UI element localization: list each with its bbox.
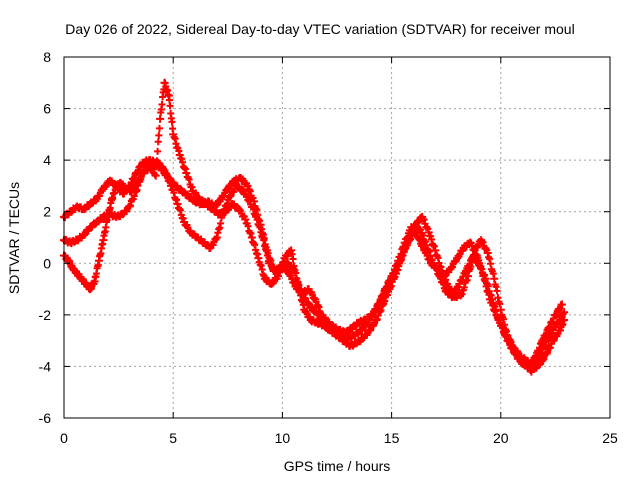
data-point-marker [156,114,165,123]
x-tick-label: 10 [275,430,291,446]
trail-marker [158,100,166,108]
x-tick-label: 20 [493,430,509,446]
axis-ticks: 0 5 10 15 20 25 -6 -4 -2 0 2 4 6 8 [39,49,618,446]
y-axis-label: SDTVAR / TECUs [6,182,22,294]
chart-title: Day 026 of 2022, Sidereal Day-to-day VTE… [65,21,574,37]
y-tick-label: 0 [43,255,51,271]
x-tick-label: 0 [60,430,68,446]
y-tick-label: 2 [43,204,51,220]
trail-marker [154,147,162,155]
y-tick-label: -4 [39,358,52,374]
x-axis-label: GPS time / hours [284,458,391,474]
trail-marker [289,255,297,263]
trail-marker [166,102,174,110]
trail-marker [154,138,162,146]
trail-marker [155,131,163,139]
gridlines [64,57,610,418]
trail-marker [493,287,501,295]
trail-marker [260,236,268,244]
data-point-marker [560,308,569,317]
y-tick-label: -6 [39,410,52,426]
trail-marker [155,124,163,132]
y-tick-label: 8 [43,49,51,65]
data-points [60,78,569,376]
series-3 [60,158,569,376]
plot-frame [63,56,611,419]
x-tick-label: 15 [384,430,400,446]
trail-marker [168,118,176,126]
x-tick-label: 25 [602,430,618,446]
x-tick-label: 5 [169,430,177,446]
y-tick-label: 6 [43,101,51,117]
y-tick-label: -2 [39,307,52,323]
data-point-marker [151,171,160,180]
data-point-marker [557,300,566,309]
trail-marker [292,269,300,277]
y-tick-label: 4 [43,152,51,168]
